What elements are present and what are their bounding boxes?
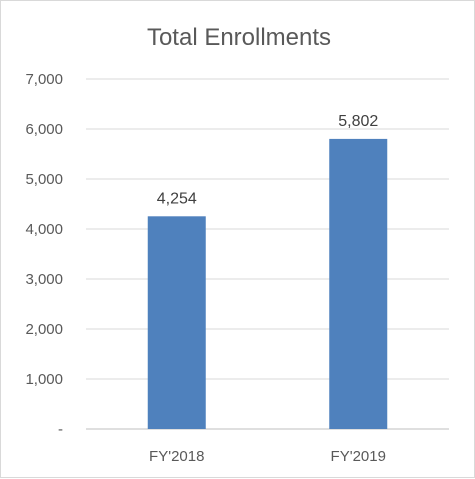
y-tick-label: 2,000 — [25, 321, 63, 338]
data-label: 5,802 — [338, 113, 378, 130]
chart-title: Total Enrollments — [147, 24, 331, 51]
y-tick-label: 5,000 — [25, 171, 63, 188]
x-tick-label: FY'2018 — [149, 448, 204, 465]
y-tick-label: 7,000 — [25, 71, 63, 88]
bar — [329, 138, 388, 429]
y-tick-label: 3,000 — [25, 271, 63, 288]
bar — [147, 216, 206, 429]
y-tick-label: 4,000 — [25, 221, 63, 238]
y-tick-label: - — [58, 421, 63, 438]
x-tick-label: FY'2019 — [331, 448, 386, 465]
y-tick-label: 6,000 — [25, 121, 63, 138]
data-label: 4,254 — [157, 190, 197, 207]
y-tick-label: 1,000 — [25, 371, 63, 388]
